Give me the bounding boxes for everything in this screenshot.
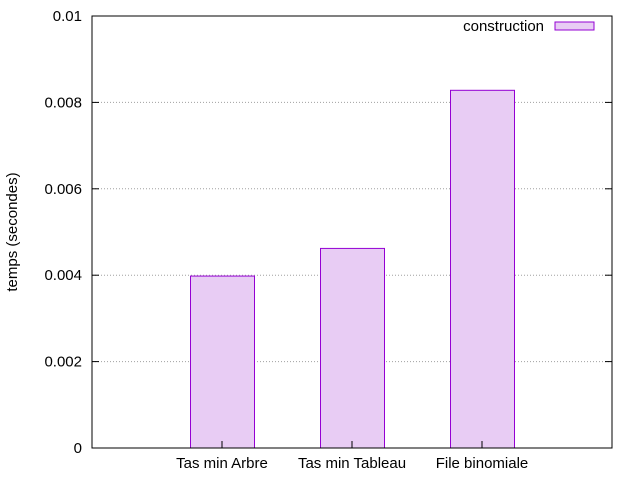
x-tick-label: Tas min Tableau bbox=[298, 455, 406, 472]
y-tick-label: 0.01 bbox=[53, 8, 82, 25]
y-tick-label: 0.006 bbox=[44, 181, 82, 198]
y-tick-label: 0 bbox=[74, 440, 82, 457]
x-tick-label: Tas min Arbre bbox=[176, 455, 268, 472]
bar-tas-min-arbre bbox=[190, 275, 255, 449]
legend-swatch-construction bbox=[554, 21, 595, 31]
y-axis-label: temps (secondes) bbox=[4, 172, 21, 291]
legend: construction bbox=[463, 18, 595, 35]
y-tick-label: 0.004 bbox=[44, 267, 82, 284]
y-tick-label: 0.002 bbox=[44, 354, 82, 371]
x-axis-categories: Tas min Arbre Tas min Tableau File binomia… bbox=[176, 441, 528, 472]
bar-file-binomiale bbox=[450, 89, 515, 449]
bars bbox=[190, 89, 515, 449]
x-tick-label: File binomiale bbox=[436, 455, 529, 472]
y-axis-ticks: 0 0.002 0.004 0.006 0.008 0.01 bbox=[44, 8, 612, 457]
bar-tas-min-tableau bbox=[320, 247, 385, 449]
y-tick-label: 0.008 bbox=[44, 94, 82, 111]
legend-label-construction: construction bbox=[463, 18, 544, 35]
